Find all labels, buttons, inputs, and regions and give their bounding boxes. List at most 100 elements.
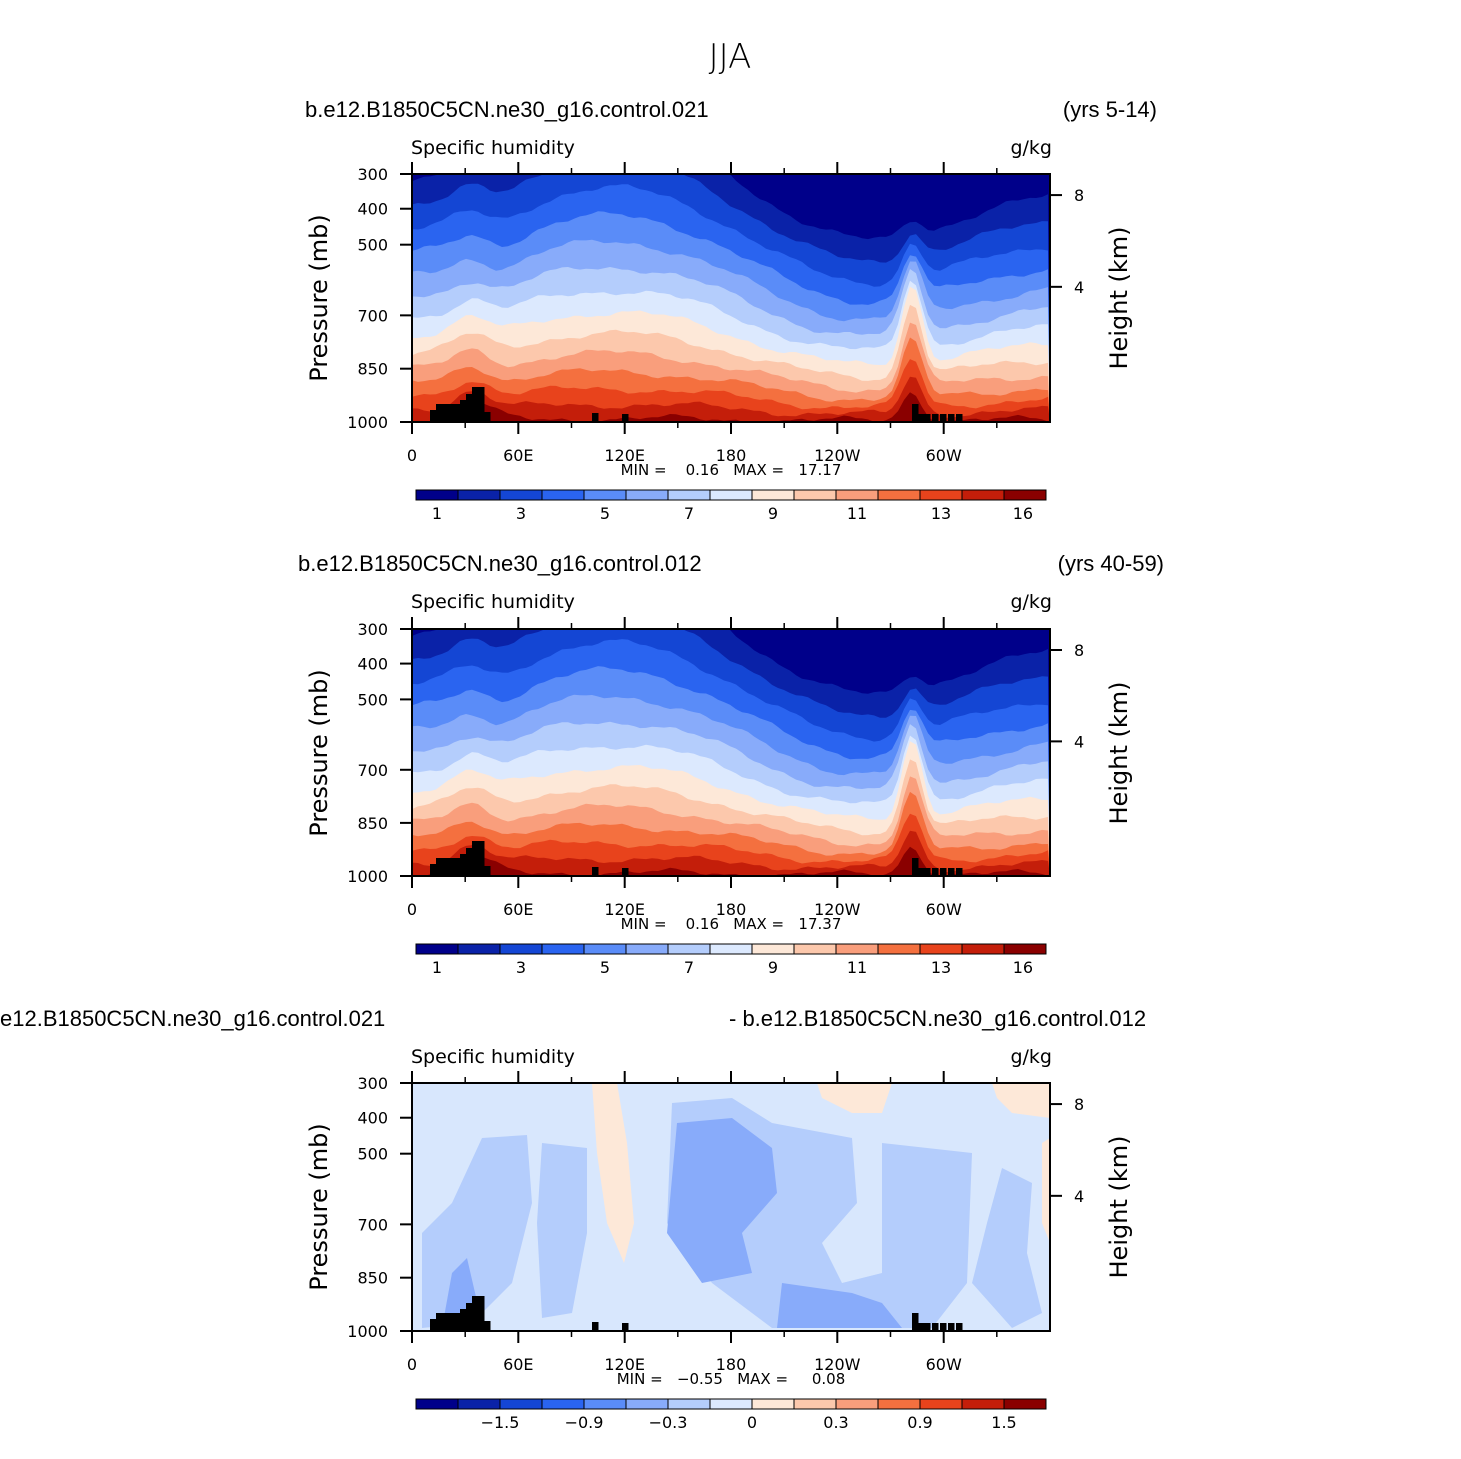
colorbar-label: 7 bbox=[684, 504, 694, 523]
topography-block bbox=[448, 858, 455, 876]
panel-1-units: g/kg bbox=[1010, 137, 1052, 159]
y-tick-label: 400 bbox=[357, 655, 388, 674]
colorbar-label: 13 bbox=[931, 504, 951, 523]
topography-block bbox=[484, 1321, 491, 1331]
colorbar-box bbox=[751, 1398, 795, 1410]
y-tick-label: 300 bbox=[357, 165, 388, 184]
y-tick-label: 1000 bbox=[347, 867, 388, 886]
colorbar-box bbox=[541, 943, 585, 955]
x-tick-label: 120W bbox=[814, 1355, 861, 1374]
x-tick-label: 60E bbox=[503, 446, 533, 465]
topography-block bbox=[454, 404, 461, 422]
topography-block bbox=[592, 1322, 599, 1331]
x-tick-label: 60W bbox=[926, 446, 962, 465]
topography-block bbox=[956, 1323, 963, 1331]
y-tick-label: 1000 bbox=[347, 1322, 388, 1341]
panel-1-topography bbox=[430, 387, 963, 422]
colorbar-box bbox=[415, 1398, 459, 1410]
topography-block bbox=[948, 868, 955, 876]
colorbar-box bbox=[835, 1398, 879, 1410]
y-tick-label: 850 bbox=[357, 360, 388, 379]
contour-band bbox=[412, 376, 1050, 422]
y-tick-label: 400 bbox=[357, 200, 388, 219]
colorbar-label: 7 bbox=[684, 958, 694, 977]
colorbar-label: 3 bbox=[516, 504, 526, 523]
colorbar-box bbox=[499, 943, 543, 955]
colorbar-box bbox=[667, 943, 711, 955]
y2-tick-label: 8 bbox=[1074, 186, 1084, 205]
panel-2-case-years: (yrs 40-59) bbox=[1058, 551, 1164, 576]
colorbar-box bbox=[1003, 943, 1047, 955]
colorbar-label: 0.9 bbox=[907, 1413, 932, 1432]
topography-block bbox=[430, 1319, 437, 1331]
topography-block bbox=[622, 414, 629, 422]
colorbar-label: 16 bbox=[1013, 504, 1033, 523]
colorbar-label: 1 bbox=[432, 958, 442, 977]
topography-block bbox=[932, 1323, 939, 1331]
colorbar-label: 3 bbox=[516, 958, 526, 977]
topography-block bbox=[918, 414, 925, 422]
y-tick-label: 400 bbox=[357, 1109, 388, 1128]
colorbar-box bbox=[583, 943, 627, 955]
y-tick-label: 500 bbox=[357, 690, 388, 709]
y-tick-label: 700 bbox=[357, 306, 388, 325]
panel-3-x-ticks: 0 60E 120E 180 120W 60W bbox=[407, 1071, 998, 1374]
colorbar-box bbox=[751, 943, 795, 955]
colorbar-box bbox=[961, 943, 1005, 955]
colorbar-box bbox=[457, 489, 501, 501]
x-tick-label: 180 bbox=[716, 446, 747, 465]
topography-block bbox=[454, 1313, 461, 1331]
diff-band bbox=[422, 1135, 532, 1328]
panel-3-colorbar: −1.5 −0.9 −0.3 0 0.3 0.9 1.5 bbox=[415, 1398, 1047, 1432]
topography-block bbox=[466, 848, 473, 876]
diff-band bbox=[992, 1083, 1050, 1118]
y-tick-label: 850 bbox=[357, 814, 388, 833]
y2-tick-label: 8 bbox=[1074, 1095, 1084, 1114]
panel-1-field-title: Specific humidity bbox=[411, 137, 575, 159]
contour-band bbox=[412, 830, 1050, 876]
topography-block bbox=[622, 1323, 629, 1331]
colorbar-box bbox=[793, 1398, 837, 1410]
colorbar-box bbox=[835, 489, 879, 501]
x-tick-label: 60E bbox=[503, 1355, 533, 1374]
x-tick-label: 0 bbox=[407, 446, 417, 465]
topography-block bbox=[466, 394, 473, 422]
colorbar-label: 1.5 bbox=[991, 1413, 1016, 1432]
panel-2-ylabel: Pressure (mb) bbox=[305, 669, 333, 836]
diff-band bbox=[972, 1168, 1042, 1328]
colorbar-box bbox=[499, 1398, 543, 1410]
panel-2-colorbar: 1 3 5 7 9 11 13 16 bbox=[415, 943, 1047, 977]
colorbar-box bbox=[919, 1398, 963, 1410]
topography-block bbox=[436, 404, 443, 422]
y-tick-label: 300 bbox=[357, 1074, 388, 1093]
topography-block bbox=[932, 414, 939, 422]
topography-block bbox=[924, 1323, 931, 1331]
topography-block bbox=[436, 1313, 443, 1331]
topography-block bbox=[442, 1313, 449, 1331]
topography-block bbox=[472, 841, 479, 876]
topography-block bbox=[918, 1323, 925, 1331]
colorbar-box bbox=[919, 489, 963, 501]
diff-band bbox=[667, 1118, 777, 1283]
x-tick-label: 120E bbox=[604, 900, 645, 919]
colorbar-box bbox=[457, 943, 501, 955]
panel-3-contour-fields bbox=[412, 1083, 1050, 1331]
topography-block bbox=[912, 404, 919, 422]
colorbar-label: −0.3 bbox=[649, 1413, 688, 1432]
panel-1: b.e12.B1850C5CN.ne30_g16.control.021 (yr… bbox=[305, 97, 1157, 523]
colorbar-label: 11 bbox=[847, 504, 867, 523]
topography-block bbox=[460, 854, 467, 876]
topography-block bbox=[592, 413, 599, 422]
panel-1-ylabel: Pressure (mb) bbox=[305, 214, 333, 381]
panel-2-ylabel-right: Height (km) bbox=[1105, 682, 1133, 825]
x-tick-label: 180 bbox=[716, 1355, 747, 1374]
colorbar-box bbox=[415, 489, 459, 501]
x-tick-label: 60E bbox=[503, 900, 533, 919]
colorbar-box bbox=[457, 1398, 501, 1410]
panel-2-topography bbox=[430, 841, 963, 876]
x-tick-label: 120W bbox=[814, 900, 861, 919]
colorbar-box bbox=[877, 943, 921, 955]
panel-2-x-ticks: 0 60E 120E 180 120W 60W bbox=[407, 617, 998, 919]
topography-block bbox=[460, 400, 467, 422]
topography-block bbox=[932, 868, 939, 876]
